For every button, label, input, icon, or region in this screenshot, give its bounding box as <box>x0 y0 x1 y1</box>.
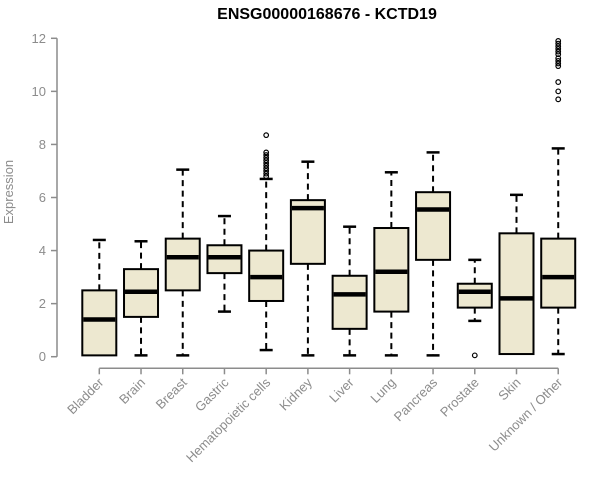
box-group-skin <box>498 193 535 356</box>
y-tick-label: 10 <box>32 84 46 99</box>
box-group-bladder <box>81 238 118 357</box>
outlier-point <box>263 132 270 139</box>
outlier-point <box>471 352 478 359</box>
x-tick-label-skin: Skin <box>495 375 523 403</box>
outlier-point <box>555 63 562 70</box>
outlier-point <box>263 149 270 156</box>
outlier-point <box>555 38 562 44</box>
outlier-point <box>263 170 270 177</box>
box-group-brain <box>123 240 160 357</box>
box-rect <box>456 282 493 309</box>
outlier-point <box>263 154 270 161</box>
y-tick-label: 0 <box>39 349 46 364</box>
x-tick-label-liver: Liver <box>326 374 357 405</box>
box-group-gastric <box>206 214 243 313</box>
box-group-hematopoietic-cells <box>248 132 285 352</box>
x-tick-label-gastric: Gastric <box>192 374 232 414</box>
outlier-point <box>555 43 562 50</box>
outlier-point <box>555 40 562 47</box>
y-tick-label: 4 <box>39 243 46 258</box>
box-group-unknown-other <box>540 38 577 356</box>
outlier-point <box>263 152 270 158</box>
x-tick-label-pancreas: Pancreas <box>391 374 441 424</box>
outlier-point <box>555 48 562 55</box>
y-tick-label: 6 <box>39 190 46 205</box>
x-tick-label-bladder: Bladder <box>64 374 107 417</box>
box-rect <box>164 237 201 292</box>
outlier-point <box>555 96 562 103</box>
outlier-point <box>263 157 270 164</box>
box-rect <box>540 237 577 309</box>
x-tick-label-breast: Breast <box>153 375 190 412</box>
y-tick-label: 2 <box>39 296 46 311</box>
outlier-point <box>555 46 562 52</box>
outlier-point <box>555 88 562 95</box>
box-group-lung <box>373 171 410 357</box>
outlier-point <box>555 55 562 62</box>
outlier-point <box>263 173 270 180</box>
outlier-point <box>263 162 270 169</box>
x-tick-label-lung: Lung <box>367 375 398 406</box>
box-group-pancreas <box>415 151 452 357</box>
outlier-point <box>263 165 270 172</box>
outlier-point <box>555 79 562 85</box>
box-rect <box>81 289 118 357</box>
y-tick-label: 12 <box>32 31 46 46</box>
x-tick-label-unknown-other: Unknown / Other <box>486 374 566 454</box>
outlier-point <box>263 160 270 166</box>
box-group-kidney <box>289 160 326 357</box>
chart-title: ENSG00000168676 - KCTD19 <box>217 6 437 23</box>
x-tick-label-kidney: Kidney <box>276 374 315 413</box>
box-group-prostate <box>456 258 493 359</box>
y-tick-label: 8 <box>39 137 46 152</box>
outlier-point <box>555 60 562 67</box>
outlier-point <box>263 168 270 174</box>
box-rect <box>289 199 326 265</box>
outlier-point <box>555 57 562 64</box>
x-tick-label-prostate: Prostate <box>437 375 482 420</box>
box-group-breast <box>164 168 201 357</box>
box-rect <box>498 232 535 356</box>
outlier-point <box>555 51 562 58</box>
box-rect <box>415 191 452 261</box>
box-rect <box>331 274 368 330</box>
x-tick-label-brain: Brain <box>116 375 148 407</box>
box-group-liver <box>331 225 368 357</box>
